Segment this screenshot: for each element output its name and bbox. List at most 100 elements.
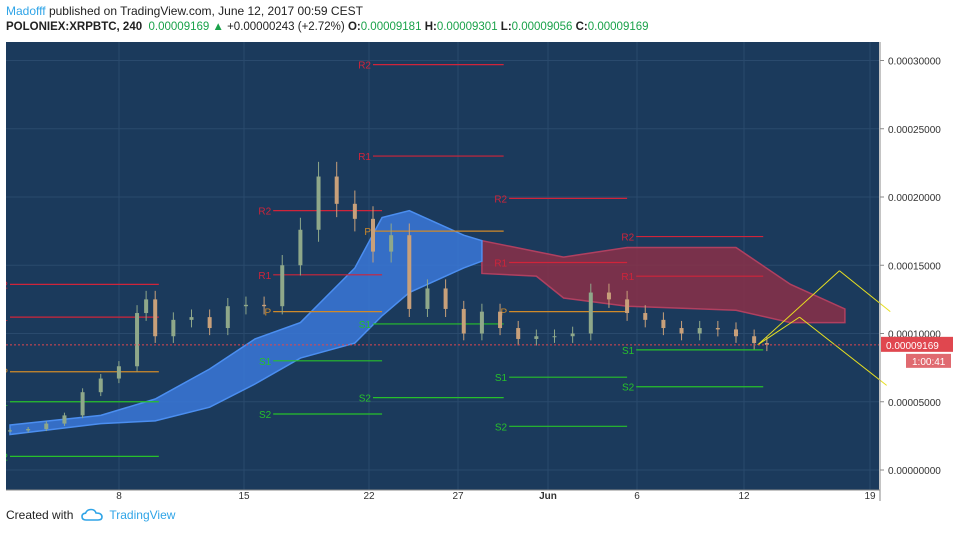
candle-body bbox=[280, 265, 285, 307]
candle-body bbox=[697, 328, 702, 334]
countdown-tag bbox=[906, 353, 951, 368]
close-label: C: bbox=[575, 21, 588, 33]
created-with-label: Created with bbox=[6, 508, 74, 522]
symbol-line: POLONIEX:XRPBTC, 240 0.00009169 ▲ +0.000… bbox=[6, 19, 951, 35]
candle-body bbox=[243, 304, 248, 307]
candle-body bbox=[371, 218, 375, 252]
candle-body bbox=[171, 319, 176, 337]
publish-line: Madofff published on TradingView.com, Ju… bbox=[6, 3, 951, 19]
close-value: 0.00009169 bbox=[587, 21, 649, 33]
candle-body bbox=[516, 328, 521, 339]
open-value: 0.00009181 bbox=[360, 21, 422, 33]
projection-arrows bbox=[757, 270, 891, 386]
candle-body bbox=[625, 299, 630, 314]
low-value: 0.00009056 bbox=[511, 21, 573, 33]
chart-area[interactable]: R2R1PS1S2R2R1PS1S2R2R1PS1S2R2R1PS1S2R2R1… bbox=[0, 42, 953, 502]
candle-body bbox=[498, 311, 503, 329]
candle-body bbox=[80, 392, 85, 416]
x-tick-label: 19 bbox=[864, 491, 876, 501]
x-tick-label: Jun bbox=[539, 491, 557, 501]
pivot-label-s2: S2 bbox=[359, 394, 372, 405]
pivot-label-r2: R2 bbox=[258, 207, 271, 218]
candle-body bbox=[8, 430, 12, 432]
last-price-tag-label: 0.00009169 bbox=[886, 341, 939, 352]
candle-body bbox=[62, 415, 67, 424]
pivot-label-r1: R1 bbox=[621, 272, 634, 283]
pivot-label-s1: S1 bbox=[259, 357, 272, 368]
candle-body bbox=[135, 313, 140, 367]
last-price: 0.00009169 bbox=[148, 21, 210, 33]
pivot-label-r1: R1 bbox=[494, 259, 507, 270]
price-axis-background bbox=[880, 42, 953, 501]
high-label: H: bbox=[424, 21, 437, 33]
y-tick-label: 0.00025000 bbox=[888, 125, 941, 136]
countdown-label: 1:00:41 bbox=[912, 357, 946, 368]
pivot-label-s2: S2 bbox=[622, 383, 635, 394]
footer: Created with TradingView bbox=[6, 508, 175, 522]
candle-body bbox=[98, 378, 103, 393]
pivot-label-r2: R2 bbox=[621, 233, 634, 244]
y-tick-label: 0.00005000 bbox=[888, 398, 941, 409]
price-change: +0.00000243 (+2.72%) bbox=[227, 21, 345, 33]
ichimoku-cloud-red bbox=[481, 239, 846, 324]
candle-body bbox=[443, 288, 448, 309]
x-tick-label: 8 bbox=[116, 491, 122, 501]
candle-body bbox=[588, 292, 593, 334]
candle-body bbox=[764, 343, 769, 345]
pivot-label-s2: S2 bbox=[259, 410, 272, 421]
candle-body bbox=[334, 176, 339, 204]
candle-body bbox=[715, 328, 720, 330]
candle-body bbox=[352, 203, 357, 219]
open-label: O: bbox=[347, 21, 361, 33]
x-tick-label: 27 bbox=[452, 491, 464, 501]
pivot-label-s1: S1 bbox=[622, 346, 635, 357]
candle-body bbox=[661, 319, 666, 329]
candles bbox=[8, 161, 769, 433]
candle-body bbox=[679, 328, 684, 334]
candle-body bbox=[734, 329, 738, 337]
candle-body bbox=[26, 429, 31, 431]
publish-info: published on TradingView.com, June 12, 2… bbox=[48, 4, 363, 18]
candle-body bbox=[425, 288, 430, 309]
cloud-icon bbox=[81, 508, 104, 521]
y-tick-label: 0.00015000 bbox=[888, 261, 941, 272]
candle-body bbox=[207, 317, 212, 329]
candle-body bbox=[144, 299, 149, 314]
x-tick-label: 6 bbox=[634, 491, 640, 501]
pivot-label-r1: R1 bbox=[258, 271, 271, 282]
time-axis-background bbox=[6, 490, 880, 501]
pivot-label-p: P bbox=[6, 368, 8, 379]
pivot-label-p: P bbox=[364, 227, 371, 238]
brand-label: TradingView bbox=[109, 508, 176, 522]
y-tick-label: 0.00010000 bbox=[888, 330, 941, 341]
candle-body bbox=[44, 423, 49, 430]
low-label: L: bbox=[500, 21, 512, 33]
candle-body bbox=[262, 304, 267, 307]
author-link[interactable]: Madofff bbox=[6, 4, 46, 18]
chart-header: Madofff published on TradingView.com, Ju… bbox=[6, 3, 951, 35]
pivot-label-s2: S2 bbox=[495, 422, 508, 433]
projection-arrow bbox=[839, 270, 891, 313]
tradingview-link[interactable]: TradingView bbox=[81, 508, 175, 522]
pivot-label-r2: R2 bbox=[494, 194, 507, 205]
candle-body bbox=[570, 333, 575, 337]
y-tick-label: 0.00030000 bbox=[888, 57, 941, 68]
pivot-label-s1: S1 bbox=[359, 320, 372, 331]
candle-body bbox=[752, 336, 757, 344]
candle-body bbox=[316, 176, 321, 230]
candle-body bbox=[552, 336, 557, 338]
x-tick-label: 22 bbox=[363, 491, 375, 501]
projection-arrow bbox=[799, 316, 887, 386]
candle-body bbox=[606, 292, 611, 300]
candle-body bbox=[116, 366, 121, 379]
candle-body bbox=[461, 308, 466, 334]
x-tick-label: 15 bbox=[238, 491, 250, 501]
price-chart[interactable]: R2R1PS1S2R2R1PS1S2R2R1PS1S2R2R1PS1S2R2R1… bbox=[0, 42, 953, 502]
candle-body bbox=[225, 306, 230, 329]
x-tick-label: 12 bbox=[738, 491, 750, 501]
pivot-label-r2: R2 bbox=[358, 61, 371, 72]
y-tick-label: 0.00000000 bbox=[888, 466, 941, 477]
candle-body bbox=[643, 313, 648, 320]
projection-arrow bbox=[757, 316, 800, 346]
candle-body bbox=[407, 235, 412, 309]
